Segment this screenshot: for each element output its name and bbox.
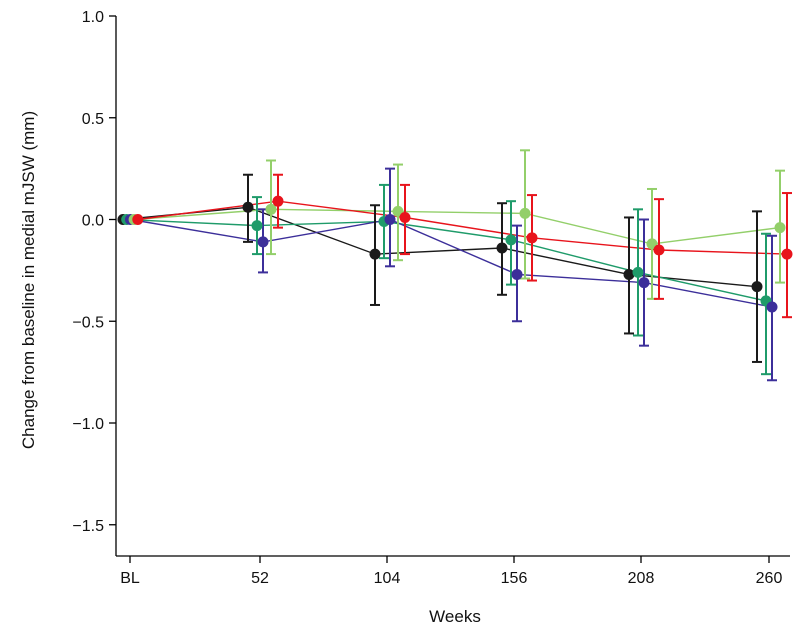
y-axis-title: Change from baseline in medial mJSW (mm) [19, 111, 38, 449]
data-point [242, 201, 254, 213]
series-line [130, 218, 773, 308]
data-point [653, 244, 665, 256]
data-point [496, 242, 508, 254]
y-tick-label: 1.0 [82, 9, 104, 26]
data-point [638, 277, 650, 289]
data-point [265, 203, 277, 215]
x-tick-label: 208 [628, 570, 655, 587]
data-point [766, 301, 778, 313]
series-line [126, 218, 767, 302]
y-tick-label: 0.0 [82, 213, 104, 230]
x-tick-label: 156 [501, 570, 528, 587]
data-point [251, 220, 263, 232]
data-point [369, 248, 381, 260]
data-point [781, 248, 793, 260]
x-tick-label: 52 [251, 570, 269, 587]
x-tick-label: 260 [756, 570, 783, 587]
data-point [751, 281, 763, 293]
y-tick-label: −1.0 [72, 416, 104, 433]
data-point [399, 211, 411, 223]
data-point [774, 222, 786, 234]
data-point [257, 236, 269, 248]
data-point [272, 195, 284, 207]
y-tick-label: −0.5 [72, 314, 104, 331]
x-tick-label: 104 [374, 570, 401, 587]
series-line [122, 206, 758, 288]
data-point [511, 268, 523, 280]
x-axis-title: Weeks [429, 607, 481, 626]
data-point [519, 207, 531, 219]
data-point [632, 266, 644, 278]
data-point [132, 214, 144, 225]
data-point [526, 232, 538, 244]
y-tick-label: 0.5 [82, 111, 104, 128]
series-line [134, 208, 781, 245]
series-line [137, 200, 788, 255]
axes: 1.0 0.5 0.0 −0.5 −1.0 −1.5 BL 52 104 156 208 260 [72, 9, 790, 587]
x-tick-label: BL [120, 570, 140, 587]
y-tick-label: −1.5 [72, 518, 104, 535]
series-layer [117, 149, 793, 382]
data-point [384, 214, 396, 225]
data-point [623, 268, 635, 280]
data-point [505, 234, 517, 246]
